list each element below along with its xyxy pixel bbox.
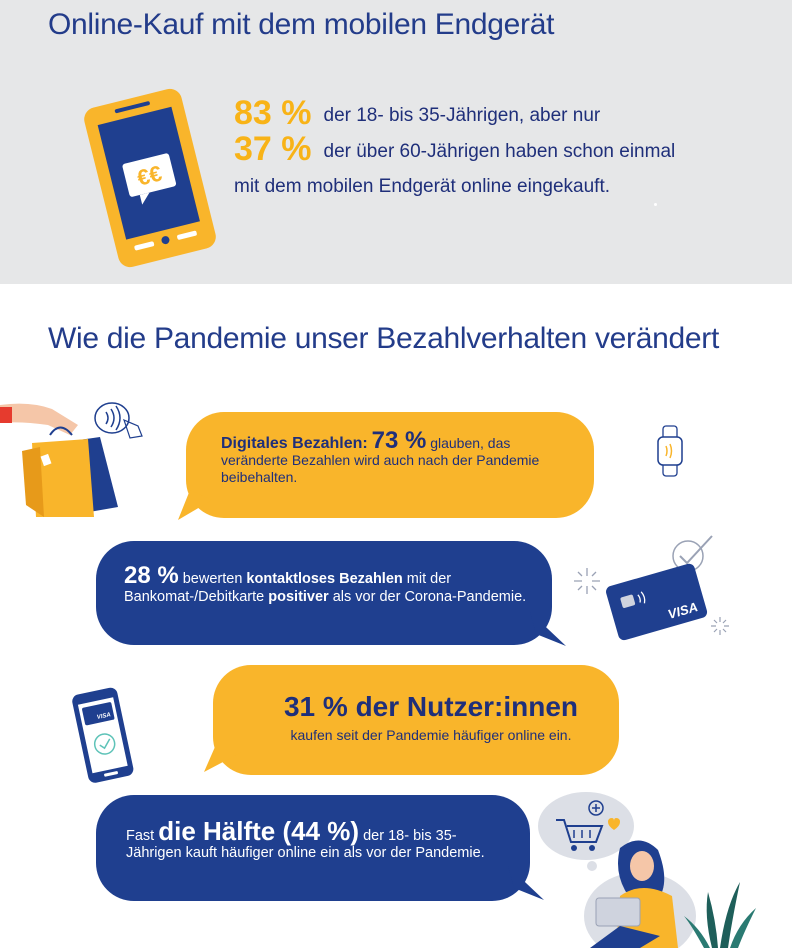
section-title-pandemic: Wie die Pandemie unser Bezahlverhalten v… xyxy=(48,322,719,355)
bubble2-t3: als vor der Corona-Pandemie. xyxy=(332,589,527,605)
decorative-dot xyxy=(654,203,657,206)
woman-laptop-icon xyxy=(584,840,756,948)
section-title-online-purchase: Online-Kauf mit dem mobilen Endgerät xyxy=(48,8,555,41)
bubble4-big: die Hälfte (44 %) xyxy=(158,816,360,846)
plant-icon xyxy=(684,882,756,948)
bubble-half: Fast die Hälfte (44 %) der 18- bis 35-Jä… xyxy=(96,795,530,901)
bubble2-tail xyxy=(530,612,566,646)
bubble-contactless: 28 % bewerten kontaktloses Bezahlen mit … xyxy=(96,541,552,645)
bubble2-value: 28 % xyxy=(124,562,179,589)
stat-line-2: 37 % der über 60-Jährigen haben schon ein… xyxy=(234,130,675,169)
stat-text-1: der 18- bis 35-Jährigen, aber nur xyxy=(323,105,601,126)
phone-euro-icon: €€ xyxy=(84,88,216,268)
bubble3-text: kaufen seit der Pandemie häufiger online… xyxy=(290,727,572,743)
bubble3-headline: 31 % der Nutzer:innen xyxy=(283,691,579,722)
bubble2-t1: bewerten xyxy=(182,571,243,587)
bubble2-t2: mit der Bankomat-/Debitkarte xyxy=(124,571,452,605)
bubble3-tail xyxy=(204,740,242,772)
bubble1-tail xyxy=(178,490,212,520)
stat-value-37: 37 % xyxy=(234,130,312,168)
bubble2-bold1: kontaktloses Bezahlen xyxy=(246,571,403,587)
bubble4-tail xyxy=(508,866,544,900)
shopping-cart-icon xyxy=(538,792,634,871)
bubble1-text: glauben, das veränderte Bezahlen wird au… xyxy=(221,435,540,485)
shopping-bags-icon xyxy=(0,403,118,517)
mobile-pay-icon: VISA xyxy=(72,687,134,783)
bubble2-bold2: positiver xyxy=(268,589,329,605)
stat-line-3: mit dem mobilen Endgerät online eingekau… xyxy=(234,176,611,197)
heart-icon xyxy=(608,818,620,830)
sparkle-icon-small xyxy=(711,617,729,635)
bubble4-t2: der 18- bis 35-Jährigen kauft häufiger o… xyxy=(126,828,485,861)
bubble1-lead: Digitales Bezahlen: xyxy=(221,435,368,452)
bubble-online-users: 31 % der Nutzer:innen kaufen seit der Pa… xyxy=(213,665,619,775)
bubble4-t1: Fast xyxy=(126,828,155,844)
stat-value-83: 83 % xyxy=(234,94,312,132)
smartwatch-icon xyxy=(657,425,683,477)
nfc-hand-icon xyxy=(94,402,143,439)
phone-card-brand: VISA xyxy=(96,712,111,721)
stat-text-2: der über 60-Jährigen haben schon einmal xyxy=(323,141,676,162)
credit-card-icon: VISA xyxy=(606,563,708,641)
stat-line-1: 83 % der 18- bis 35-Jährigen, aber nur xyxy=(234,94,600,133)
phone-euro-symbol: €€ xyxy=(134,160,164,190)
bubble1-value: 73 % xyxy=(371,427,427,454)
sparkle-icon xyxy=(574,568,600,594)
bubble-digital-payment: Digitales Bezahlen: 73 % glauben, das ve… xyxy=(186,412,594,518)
